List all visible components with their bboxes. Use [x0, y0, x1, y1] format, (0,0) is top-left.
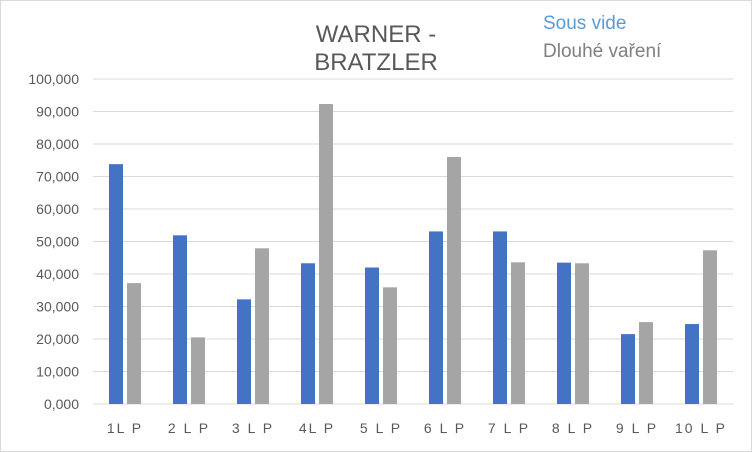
x-tick-label: 7 L P	[488, 420, 530, 436]
y-tick-label: 70,000	[36, 169, 79, 185]
x-tick-label: 4L P	[299, 420, 335, 436]
x-tick-label: 9 L P	[616, 420, 658, 436]
bar-sous-vide	[301, 263, 315, 404]
legend-item-sous-vide: Sous vide	[543, 13, 627, 34]
legend-item-dlouhe-vareni: Dlouhé vaření	[543, 41, 662, 62]
y-tick-label: 40,000	[36, 266, 79, 282]
chart-title: WARNER - BRATZLER	[314, 21, 438, 76]
bar-sous-vide	[109, 164, 123, 404]
x-tick-label: 10 L P	[675, 420, 727, 436]
y-tick-label: 100,000	[28, 71, 79, 87]
y-tick-label: 20,000	[36, 331, 79, 347]
y-tick-label: 60,000	[36, 201, 79, 217]
y-tick-label: 10,000	[36, 364, 79, 380]
bar-dlouhe-vareni	[191, 337, 205, 404]
bar-dlouhe-vareni	[575, 263, 589, 404]
bar-dlouhe-vareni	[127, 283, 141, 404]
x-tick-label: 3 L P	[232, 420, 274, 436]
bar-sous-vide	[557, 262, 571, 404]
bar-sous-vide	[685, 324, 699, 404]
bar-dlouhe-vareni	[255, 248, 269, 404]
bar-dlouhe-vareni	[703, 250, 717, 404]
bar-sous-vide	[493, 231, 507, 404]
x-tick-label: 2 L P	[168, 420, 210, 436]
x-tick-label: 6 L P	[424, 420, 466, 436]
x-tick-label: 8 L P	[552, 420, 594, 436]
bar-sous-vide	[621, 334, 635, 404]
bar-sous-vide	[237, 299, 251, 404]
y-tick-label: 30,000	[36, 299, 79, 315]
bar-sous-vide	[173, 235, 187, 404]
bar-sous-vide	[365, 267, 379, 404]
bar-dlouhe-vareni	[511, 262, 525, 404]
y-tick-label: 50,000	[36, 234, 79, 250]
y-tick-label: 0,000	[44, 396, 79, 412]
y-tick-label: 90,000	[36, 104, 79, 120]
x-tick-label: 5 L P	[360, 420, 402, 436]
bar-dlouhe-vareni	[447, 157, 461, 404]
y-tick-label: 80,000	[36, 136, 79, 152]
bar-dlouhe-vareni	[639, 322, 653, 404]
x-tick-label: 1L P	[107, 420, 143, 436]
bar-dlouhe-vareni	[319, 104, 333, 405]
bar-dlouhe-vareni	[383, 287, 397, 404]
bar-sous-vide	[429, 231, 443, 404]
